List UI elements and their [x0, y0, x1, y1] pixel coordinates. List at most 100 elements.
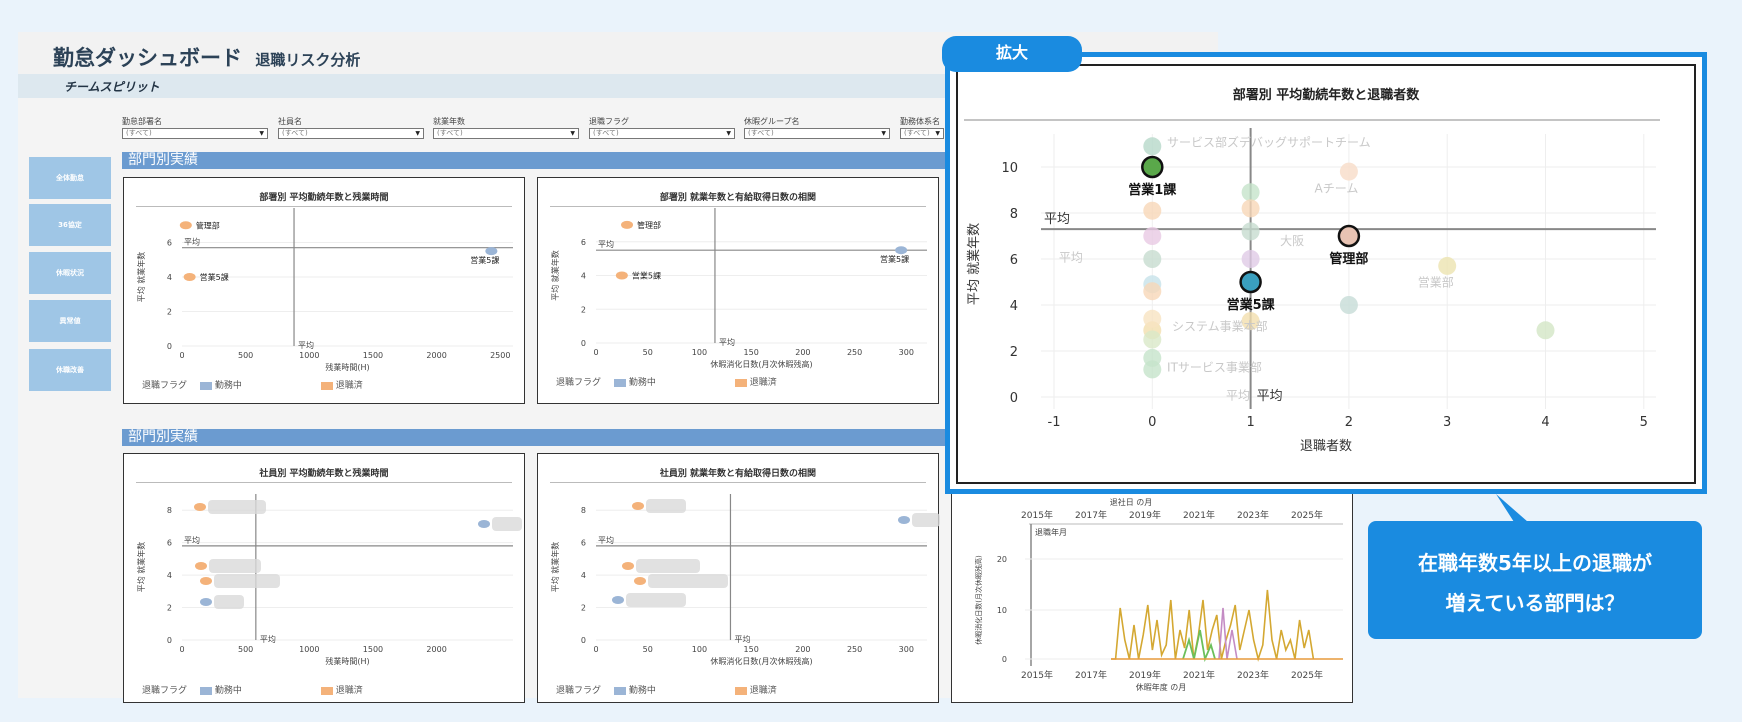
y-tick-label: 4 — [1010, 299, 1018, 314]
x-tick-label: 1500 — [363, 351, 383, 360]
filter-1[interactable]: 社員名 (すべて) ▼ — [278, 116, 424, 139]
chart-card-emp-paid-leave: 社員別 就業年数と有給取得日数の相関 0 2 4 6 8 0 50 100 150 200 250 3… — [537, 453, 940, 703]
page-subtitle: 退職リスク分析 — [255, 51, 361, 69]
y-tick-label: 4 — [167, 571, 172, 580]
x-tick-label: 1500 — [363, 645, 383, 654]
redacted-label — [209, 559, 261, 573]
sidebar-item-36-agreement[interactable]: 36協定 — [29, 204, 111, 246]
legend-swatch-active — [199, 686, 212, 695]
sidebar-item-anomaly[interactable]: 異常値 — [29, 300, 111, 342]
faded-data-point — [1536, 321, 1555, 340]
average-label: 平均 — [260, 634, 276, 644]
x-tick-label: 150 — [744, 645, 759, 654]
legend-label-active: 勤務中 — [628, 378, 656, 388]
filter-dropdown[interactable]: (すべて) ▼ — [122, 128, 268, 139]
title-divider — [550, 206, 926, 207]
highlighted-point-label: 営業1課 — [1128, 182, 1177, 198]
data-point-anonymized — [622, 562, 634, 570]
x-tick-label: 1000 — [299, 645, 319, 654]
top-tick-label: 2015年 — [1021, 509, 1053, 521]
chart-title: 部署別 平均勤続年数と退職者数 — [1233, 87, 1421, 103]
filter-5[interactable]: 勤務体系名 (すべて) ▼ — [900, 116, 944, 139]
y-tick-label: 10 — [1001, 161, 1018, 176]
y-tick-label: 20 — [997, 555, 1007, 564]
y-tick-label: 8 — [1010, 207, 1018, 222]
sidebar-item-improvement[interactable]: 休職改善 — [29, 349, 111, 391]
average-label: 平均 — [298, 340, 314, 350]
faded-point-label: 平均 — [1226, 388, 1250, 402]
chart-legend: 退職フラグ 勤務中 退職済 — [556, 683, 777, 696]
faded-data-point — [1143, 282, 1162, 301]
x-tick-label: 0 — [593, 645, 598, 654]
y-axis-label: 平均 就業年数 — [136, 542, 146, 593]
chart-card-emp-overtime: 社員別 平均勤続年数と残業時間 0 2 4 6 8 0 500 1000 1500 2000 平均平… — [123, 453, 525, 703]
chevron-down-icon: ▼ — [259, 130, 264, 137]
x-tick-label: 50 — [643, 348, 653, 357]
y-tick-label: 8 — [581, 506, 586, 515]
data-point-active — [485, 247, 498, 256]
chart-title: 部署別 就業年数と有給取得日数の相関 — [659, 193, 817, 203]
filter-value: (すべて) — [282, 129, 308, 137]
filter-3[interactable]: 退職フラグ (すべて) ▼ — [589, 116, 735, 139]
top-tick-label: 2023年 — [1237, 509, 1269, 521]
data-point-retired — [621, 220, 634, 229]
title-divider — [136, 206, 512, 207]
filter-value: (すべて) — [593, 129, 619, 137]
y-tick-label: 2 — [167, 604, 172, 613]
filter-4[interactable]: 休暇グループ名 (すべて) ▼ — [744, 116, 890, 139]
legend-swatch-retired — [734, 378, 747, 387]
x-tick-label: 2021年 — [1183, 669, 1215, 681]
faded-point-label: 平均 — [1059, 250, 1083, 264]
zoom-inner-frame — [956, 64, 1696, 484]
faded-data-point — [1339, 162, 1358, 181]
chart-title: 社員別 就業年数と有給取得日数の相関 — [659, 469, 817, 479]
filter-label: 就業年数 — [433, 117, 465, 126]
x-tick-label: 1000 — [299, 351, 319, 360]
chart-title: 社員別 平均勤続年数と残業時間 — [259, 469, 389, 479]
redacted-label — [208, 500, 266, 514]
page-title: 勤怠ダッシュボード 退職リスク分析 — [53, 42, 360, 72]
chart-card-dept-paid-leave: 部署別 就業年数と有給取得日数の相関 0 2 4 6 0 50 100 150 200 250 30… — [537, 177, 939, 404]
average-label: 平均 — [184, 535, 200, 545]
x-tick-label: 2 — [1345, 415, 1353, 430]
x-tick-label: 100 — [692, 645, 707, 654]
sidebar-item-overall[interactable]: 全体勤怠 — [29, 157, 111, 199]
filter-dropdown[interactable]: (すべて) ▼ — [589, 128, 735, 139]
chevron-down-icon: ▼ — [570, 130, 575, 137]
data-point-label: 営業5課 — [200, 272, 229, 282]
x-tick-label: 2000 — [426, 645, 446, 654]
chevron-down-icon: ▼ — [726, 130, 731, 137]
filter-dropdown[interactable]: (すべて) ▼ — [278, 128, 424, 139]
y-axis-label: 平均 就業年数 — [966, 223, 982, 305]
y-tick-label: 0 — [1002, 655, 1007, 664]
zoom-tab: 拡大 — [942, 36, 1082, 72]
x-tick-label: 50 — [643, 645, 653, 654]
filter-value: (すべて) — [126, 129, 152, 137]
filter-0[interactable]: 勤怠部署名 (すべて) ▼ — [122, 116, 268, 139]
x-axis-label: 残業時間(H) — [325, 362, 369, 372]
y-tick-label: 6 — [581, 539, 586, 548]
average-label: 平均 — [734, 634, 750, 644]
x-tick-label: 0 — [179, 645, 184, 654]
average-label: 平均 — [598, 535, 614, 545]
filter-dropdown[interactable]: (すべて) ▼ — [433, 128, 579, 139]
data-point-retired — [179, 221, 192, 230]
legend-label-retired: 退職済 — [749, 686, 777, 696]
x-tick-label: -1 — [1048, 415, 1061, 430]
filter-dropdown[interactable]: (すべて) ▼ — [744, 128, 890, 139]
legend-swatch-retired — [320, 381, 333, 390]
sidebar-item-leave-status[interactable]: 休暇状況 — [29, 252, 111, 294]
y-tick-label: 0 — [167, 342, 172, 351]
x-tick-label: 4 — [1541, 415, 1549, 430]
section-header-1: 部門別実績 — [122, 152, 952, 169]
filter-value: (すべて) — [748, 129, 774, 137]
chart-title: 部署別 平均勤続年数と残業時間 — [259, 193, 389, 203]
x-axis-label: 残業時間(H) — [325, 656, 369, 666]
x-tick-label: 500 — [238, 351, 253, 360]
x-axis-label: 休暇年度 の月 — [1136, 682, 1187, 692]
y-axis-label: 休暇消化日数(月次休暇残高) — [974, 555, 983, 645]
filter-2[interactable]: 就業年数 (すべて) ▼ — [433, 116, 579, 139]
faded-data-point — [1143, 201, 1162, 220]
filter-dropdown[interactable]: (すべて) ▼ — [900, 128, 944, 139]
